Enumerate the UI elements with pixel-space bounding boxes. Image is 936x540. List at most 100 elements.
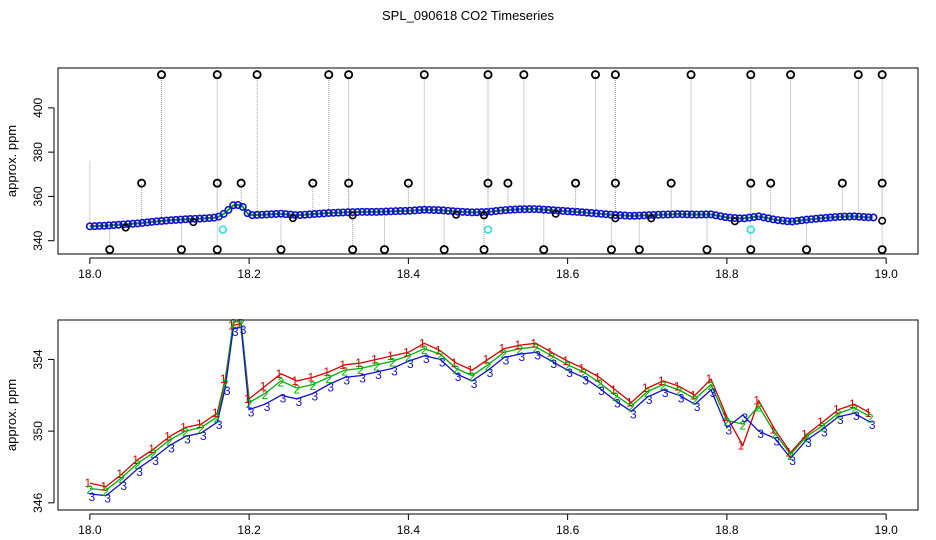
outlier-marker bbox=[157, 70, 167, 80]
baseline-point bbox=[391, 207, 400, 216]
highlight-marker bbox=[218, 225, 228, 234]
baseline-point bbox=[272, 209, 281, 218]
series-line-3 bbox=[89, 326, 871, 497]
series-marker-2: 2 bbox=[628, 401, 635, 415]
baseline-point bbox=[281, 210, 290, 219]
series-marker-3: 3 bbox=[232, 325, 239, 339]
baseline-point bbox=[147, 217, 156, 226]
outlier-marker bbox=[176, 245, 186, 255]
series-marker-3: 3 bbox=[853, 409, 860, 423]
baseline-point bbox=[611, 211, 620, 220]
baseline-point bbox=[377, 207, 386, 216]
baseline-point bbox=[597, 209, 606, 218]
baseline-point bbox=[138, 218, 147, 227]
baseline-point bbox=[143, 218, 152, 227]
series-marker-1: 1 bbox=[610, 383, 617, 397]
y-axis-label-bottom: approx. ppm bbox=[4, 379, 19, 451]
baseline-point bbox=[573, 207, 582, 216]
top-x-tick-label: 18.0 bbox=[78, 267, 102, 281]
baseline-point bbox=[831, 213, 840, 222]
baseline-point bbox=[544, 205, 553, 214]
top-y-tick-label: 360 bbox=[31, 186, 45, 206]
outlier-marker bbox=[379, 245, 389, 255]
series-marker-3: 3 bbox=[407, 357, 414, 371]
series-marker-3: 3 bbox=[391, 364, 398, 378]
series-marker-1: 1 bbox=[276, 367, 283, 381]
series-marker-1: 1 bbox=[706, 372, 713, 386]
baseline-point bbox=[429, 205, 438, 214]
baseline-point bbox=[85, 222, 94, 231]
series-marker-3: 3 bbox=[216, 418, 223, 432]
series-marker-3: 3 bbox=[710, 386, 717, 400]
baseline-point bbox=[104, 221, 113, 230]
outlier-marker bbox=[766, 178, 776, 188]
series-marker-1: 1 bbox=[132, 453, 139, 467]
baseline-point bbox=[367, 207, 376, 216]
baseline-point bbox=[128, 219, 137, 228]
series-marker-3: 3 bbox=[375, 368, 382, 382]
series-marker-3: 3 bbox=[343, 373, 350, 387]
series-marker-1: 1 bbox=[722, 410, 729, 424]
top-x-tick-label: 18.6 bbox=[556, 267, 580, 281]
spike-lines bbox=[89, 74, 883, 250]
baseline-point bbox=[224, 205, 233, 214]
outlier-marker bbox=[252, 70, 262, 80]
series-marker-2: 2 bbox=[102, 485, 109, 499]
outlier-marker bbox=[483, 178, 493, 188]
series-marker-1: 1 bbox=[307, 370, 314, 384]
baseline-point bbox=[133, 219, 142, 228]
series-marker-3: 3 bbox=[439, 355, 446, 369]
baseline-point bbox=[845, 212, 854, 221]
baseline-point bbox=[233, 201, 242, 210]
outlier-marker bbox=[403, 178, 413, 188]
baseline-point bbox=[434, 206, 443, 215]
baseline-point bbox=[515, 205, 524, 214]
series-marker-2: 2 bbox=[357, 363, 364, 377]
baseline-point bbox=[816, 214, 825, 223]
baseline-point bbox=[759, 213, 768, 222]
baseline-point bbox=[420, 205, 429, 214]
outlier-marker bbox=[105, 245, 115, 255]
series-marker-3: 3 bbox=[224, 384, 231, 398]
baseline-point bbox=[640, 211, 649, 220]
series-marker-2: 2 bbox=[294, 383, 301, 397]
baseline-point bbox=[109, 221, 118, 230]
series-marker-1: 1 bbox=[674, 379, 681, 393]
plot-frame-top bbox=[57, 67, 919, 255]
baseline-point bbox=[162, 216, 171, 225]
series-marker-2: 2 bbox=[166, 435, 173, 449]
baseline-point bbox=[778, 216, 787, 225]
series-marker-1: 1 bbox=[220, 372, 227, 386]
baseline-point bbox=[114, 220, 123, 229]
series-marker-3: 3 bbox=[534, 348, 541, 362]
baseline-point bbox=[310, 210, 319, 219]
bottom-x-tick-label: 18.6 bbox=[556, 523, 580, 537]
series-marker-2: 2 bbox=[389, 356, 396, 370]
series-marker-1: 1 bbox=[467, 363, 474, 377]
series-marker-1: 1 bbox=[865, 406, 872, 420]
series-marker-3: 3 bbox=[869, 418, 876, 432]
series-marker-2: 2 bbox=[532, 341, 539, 355]
baseline-point bbox=[792, 216, 801, 225]
outlier-marker bbox=[666, 178, 676, 188]
baseline-point bbox=[167, 216, 176, 225]
series-marker-3: 3 bbox=[837, 413, 844, 427]
baseline-point bbox=[869, 213, 878, 222]
baseline-point bbox=[821, 213, 830, 222]
series-marker-1: 1 bbox=[690, 388, 697, 402]
baseline-point bbox=[534, 205, 543, 214]
series-marker-2: 2 bbox=[469, 370, 476, 384]
series-marker-2: 2 bbox=[246, 397, 253, 411]
baseline-point bbox=[238, 202, 247, 211]
series-marker-2: 2 bbox=[692, 393, 699, 407]
baseline-point bbox=[324, 209, 333, 218]
series-marker-1: 1 bbox=[801, 428, 808, 442]
top-x-tick-label: 18.2 bbox=[237, 267, 261, 281]
series-marker-3: 3 bbox=[630, 407, 637, 421]
baseline-point bbox=[339, 208, 348, 217]
baseline-point bbox=[496, 206, 505, 215]
baseline-point bbox=[592, 209, 601, 218]
baseline-point bbox=[678, 210, 687, 219]
series-marker-3: 3 bbox=[359, 372, 366, 386]
baseline-point bbox=[601, 210, 610, 219]
